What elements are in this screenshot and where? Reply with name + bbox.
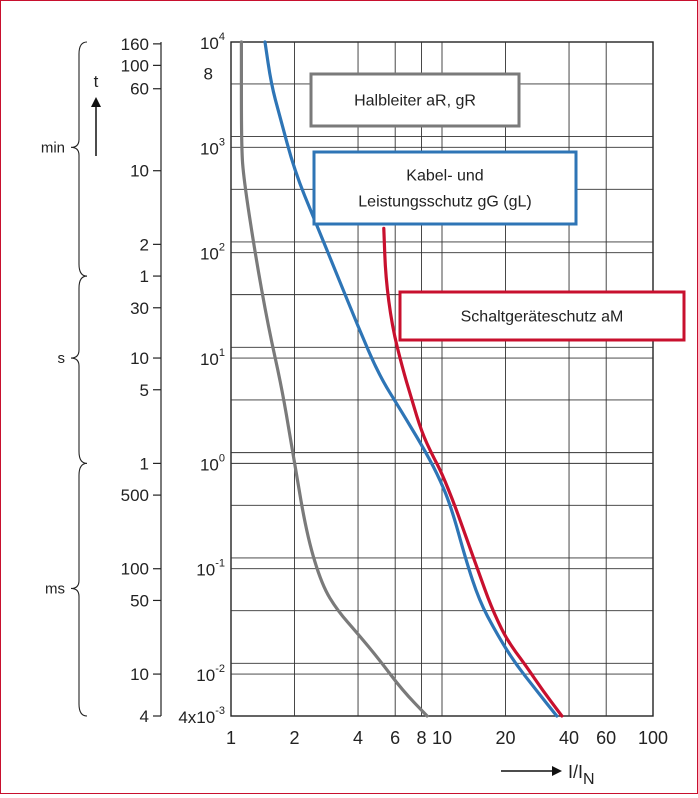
unit-label: ms [45, 580, 65, 597]
time-tick-label: 10 [130, 162, 149, 181]
halbleiter-label-text: Halbleiter aR, gR [354, 93, 476, 110]
power-tick-label: 102 [200, 242, 225, 264]
time-tick-label: 160 [121, 35, 149, 54]
x-arrow-head [552, 766, 562, 776]
halbleiter-label-box [309, 72, 521, 128]
x-tick-label: 1 [226, 728, 236, 748]
time-tick-label: 2 [140, 235, 149, 254]
x-axis-label: I/IN [568, 762, 595, 788]
x-tick-label: 8 [417, 728, 427, 748]
series-line-3 [382, 226, 564, 718]
x-tick-label: 20 [496, 728, 516, 748]
kabel-label-box [312, 150, 578, 226]
unit-brace [70, 462, 88, 717]
power-tick-label: 8 [204, 65, 213, 84]
x-axis: 1 2 4 6 8 10 20 40 60 100 I/IN [226, 728, 668, 788]
kabel-label-text: Leistungsschutz gG (gL) [358, 194, 531, 211]
time-tick-label: 1 [140, 267, 149, 286]
time-tick-label: 4 [140, 707, 149, 726]
series-line-2 [263, 40, 559, 718]
time-tick-label: 100 [121, 560, 149, 579]
y-arrow-head [91, 97, 101, 107]
x-tick-label: 10 [432, 728, 452, 748]
series-group [239, 40, 564, 718]
time-tick-label: 10 [130, 665, 149, 684]
time-tick-label: 10 [130, 349, 149, 368]
unit-brace [70, 41, 88, 277]
time-tick-label: 5 [140, 381, 149, 400]
time-tick-label: 30 [130, 299, 149, 318]
annotations: Halbleiter aR, gR Kabel- und Leistungsschu… [309, 72, 686, 342]
schaltgeraete-label-text: Schaltgeräteschutz aM [461, 309, 624, 326]
kabel-label-text: Kabel- und [406, 168, 483, 185]
power-tick-label: 101 [200, 347, 225, 369]
unit-brace [70, 275, 88, 464]
power-tick-label: 4x10-3 [178, 705, 225, 727]
unit-label: s [58, 350, 66, 367]
schaltgeraete-label-box [398, 290, 686, 342]
power-tick-label: 104 [200, 31, 225, 53]
time-tick-label: 100 [121, 56, 149, 75]
power-tick-label: 103 [200, 136, 225, 158]
power-tick-label: 10-2 [196, 663, 225, 685]
x-tick-label: 4 [353, 728, 363, 748]
power-tick-label: 10-1 [196, 558, 225, 580]
time-tick-label: 60 [130, 80, 149, 99]
y-axis-label: t [94, 72, 99, 91]
power-tick-label: 100 [200, 452, 225, 474]
grid [230, 41, 654, 717]
time-tick-label: 500 [121, 486, 149, 505]
x-tick-label: 40 [559, 728, 579, 748]
time-axis: 160 100 60 10 2 1 30 10 5 1 500 100 50 10 4 t min s ms [41, 35, 162, 726]
x-tick-label: 2 [290, 728, 300, 748]
unit-label: min [41, 139, 65, 156]
time-tick-label: 50 [130, 591, 149, 610]
x-tick-label: 6 [390, 728, 400, 748]
series-line-1 [239, 40, 429, 718]
x-tick-label: 60 [596, 728, 616, 748]
time-tick-label: 1 [140, 454, 149, 473]
x-tick-label: 100 [638, 728, 668, 748]
power-axis: 104 103 102 101 100 10-1 10-2 4x10-3 8 [178, 31, 225, 727]
